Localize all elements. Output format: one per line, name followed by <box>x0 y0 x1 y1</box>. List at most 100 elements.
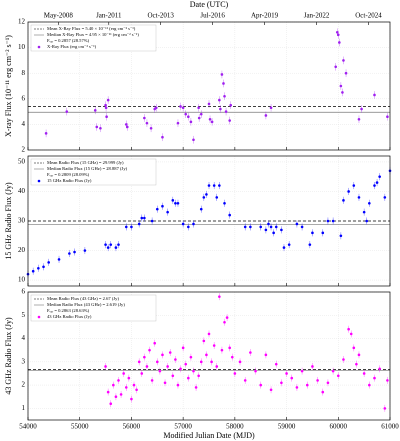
data-point <box>300 225 304 229</box>
data-point <box>205 353 208 357</box>
data-point <box>259 383 263 387</box>
x-tick-label: 58000 <box>226 423 244 431</box>
data-point <box>290 376 294 380</box>
x-tick-label: 54000 <box>19 423 37 431</box>
date-tick-label: Apr-2019 <box>251 12 279 20</box>
data-point <box>352 184 356 187</box>
data-point <box>326 381 330 385</box>
data-point <box>220 73 224 76</box>
data-point <box>47 261 50 264</box>
data-point <box>37 266 40 270</box>
legend-label: Mean Radio Flux (15 GHz) = 29.999 (Jy) <box>47 160 124 165</box>
data-point <box>355 362 358 366</box>
data-point <box>243 379 247 382</box>
data-point <box>181 346 185 350</box>
data-point <box>135 388 138 392</box>
legend-label: X-Ray Flux (erg cm⁻² s⁻¹) <box>47 44 97 49</box>
date-tick-label: May-2008 <box>44 12 74 20</box>
data-point <box>280 228 283 232</box>
data-point <box>112 383 115 387</box>
data-point <box>223 201 226 205</box>
data-point <box>207 332 211 336</box>
data-point <box>316 379 319 382</box>
data-point <box>357 353 361 357</box>
legend-label: Mean X-Ray Flux = 5.40 × 10⁻¹¹ (erg cm⁻²… <box>47 26 136 31</box>
data-point <box>199 207 203 211</box>
data-point <box>176 383 180 387</box>
data-point <box>189 355 193 359</box>
y-tick-label: 6 <box>22 94 26 102</box>
data-point <box>106 390 110 394</box>
data-point <box>215 196 219 199</box>
data-point <box>287 243 291 246</box>
y-tick-label: 20 <box>18 246 26 254</box>
data-point <box>199 360 203 364</box>
data-point <box>222 82 225 85</box>
data-point <box>362 372 366 375</box>
data-point <box>228 213 231 217</box>
data-point <box>326 219 330 223</box>
data-point <box>155 360 159 364</box>
data-point <box>225 316 229 319</box>
data-point <box>274 362 278 366</box>
data-point <box>269 106 273 110</box>
data-point <box>311 231 314 235</box>
data-point <box>73 250 76 254</box>
data-point <box>383 407 387 410</box>
data-point <box>174 358 177 361</box>
y-tick-label: 40 <box>18 187 26 195</box>
data-point <box>124 386 128 389</box>
legend-marker <box>37 179 41 183</box>
data-point <box>207 184 211 187</box>
data-point <box>308 243 312 246</box>
x-tick-label: 55000 <box>71 423 89 431</box>
data-point <box>192 138 195 142</box>
y-tick-label: 6 <box>22 288 26 296</box>
y-axis-title: 15 GHz Radio Flux (Jy) <box>4 182 13 260</box>
legend-label: Median X-Ray Flux = 4.95 × 10⁻¹¹ (erg cm… <box>47 32 139 37</box>
date-tick-label: Jul-2016 <box>200 12 225 20</box>
data-point <box>161 353 164 357</box>
data-point <box>197 106 200 110</box>
data-point <box>114 246 118 249</box>
data-point <box>249 225 252 229</box>
data-point <box>197 116 201 120</box>
y-tick-label: 4 <box>22 120 26 128</box>
x-tick-label: 61000 <box>381 423 399 431</box>
data-point <box>163 381 167 385</box>
data-point <box>223 320 226 324</box>
x-tick-label: 59000 <box>278 423 296 431</box>
data-point <box>109 402 113 406</box>
legend-box <box>30 24 157 52</box>
y-tick-label: 30 <box>18 217 26 225</box>
y-tick-label: 2 <box>22 146 26 154</box>
data-point <box>269 388 273 392</box>
data-point <box>114 395 118 399</box>
data-point <box>104 365 107 368</box>
x-tick-label: 57000 <box>174 423 192 431</box>
data-point <box>132 383 136 387</box>
data-point <box>212 184 216 187</box>
data-point <box>264 353 268 357</box>
date-tick-label: Oct-2024 <box>355 12 382 20</box>
y-tick-label: 4 <box>22 334 26 342</box>
data-point <box>229 103 233 107</box>
data-point <box>127 376 131 380</box>
data-point <box>161 204 164 208</box>
data-point <box>280 381 283 385</box>
y-tick-label: 8 <box>22 69 26 77</box>
data-point <box>154 106 158 110</box>
data-point <box>368 383 371 387</box>
data-point <box>282 246 286 249</box>
data-point <box>249 351 252 354</box>
data-point <box>208 117 212 121</box>
data-point <box>179 367 182 371</box>
data-point <box>334 65 338 69</box>
data-point <box>184 112 188 116</box>
legend-label: Fᵥₐᵣ = 0.2857 (28.57%) <box>47 38 90 43</box>
data-point <box>254 369 257 373</box>
data-point <box>218 98 221 102</box>
data-point <box>295 222 299 226</box>
x-tick-label: 60000 <box>330 423 348 431</box>
date-tick-label: Jan-2011 <box>96 12 122 20</box>
